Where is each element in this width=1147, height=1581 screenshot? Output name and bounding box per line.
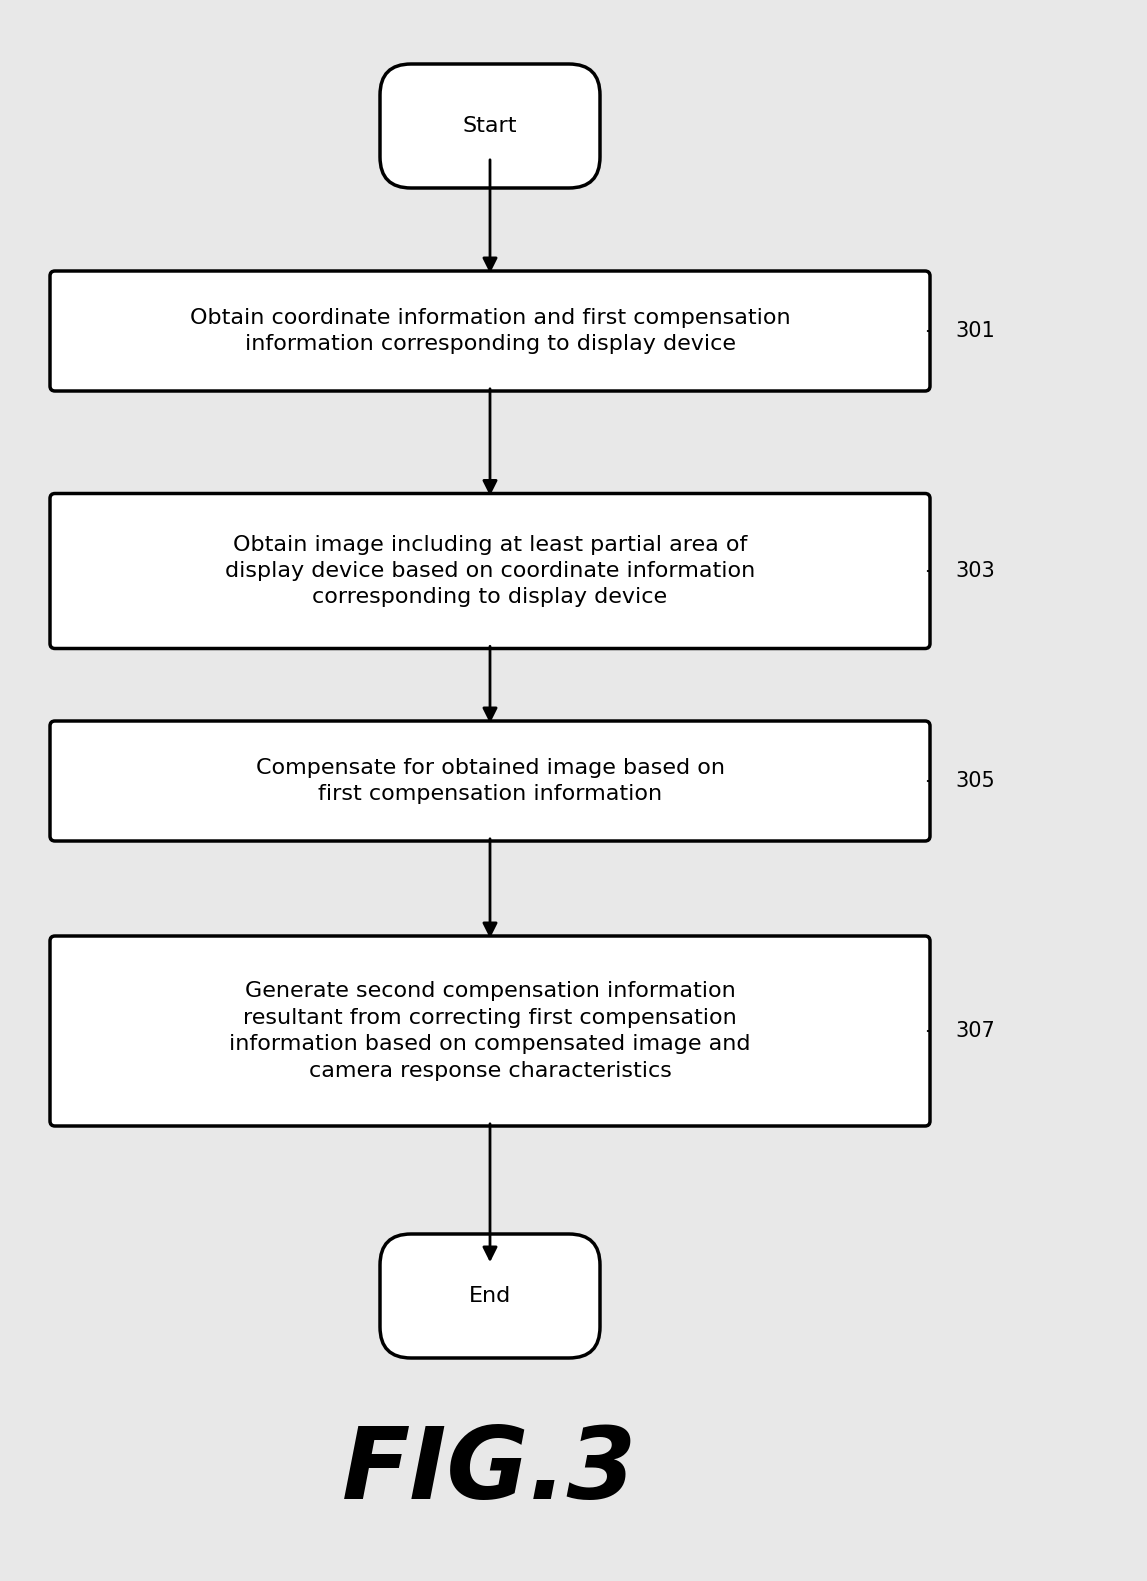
Text: 303: 303 <box>955 561 994 580</box>
FancyBboxPatch shape <box>50 493 930 648</box>
Text: Generate second compensation information
resultant from correcting first compens: Generate second compensation information… <box>229 982 751 1080</box>
FancyBboxPatch shape <box>380 63 600 188</box>
Text: 305: 305 <box>955 772 994 790</box>
Text: Obtain image including at least partial area of
display device based on coordina: Obtain image including at least partial … <box>225 534 755 607</box>
FancyBboxPatch shape <box>50 936 930 1126</box>
Text: Obtain coordinate information and first compensation
information corresponding t: Obtain coordinate information and first … <box>189 308 790 354</box>
Text: Start: Start <box>462 115 517 136</box>
Text: FIG.3: FIG.3 <box>342 1423 638 1519</box>
Text: 307: 307 <box>955 1021 994 1040</box>
Text: End: End <box>469 1285 512 1306</box>
FancyBboxPatch shape <box>50 721 930 841</box>
FancyBboxPatch shape <box>50 270 930 391</box>
FancyBboxPatch shape <box>380 1235 600 1358</box>
Text: Compensate for obtained image based on
first compensation information: Compensate for obtained image based on f… <box>256 757 725 805</box>
Text: 301: 301 <box>955 321 994 341</box>
